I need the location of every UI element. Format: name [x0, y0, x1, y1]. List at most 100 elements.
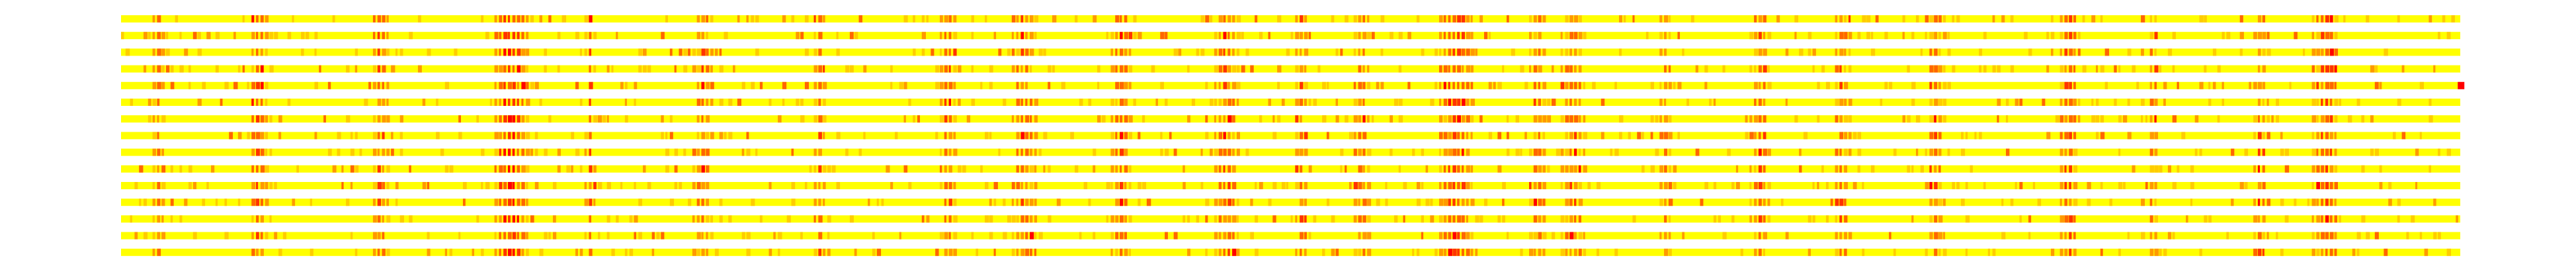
heatmap-cell [1358, 65, 1362, 73]
heatmap-cell [661, 115, 664, 123]
heatmap-cell [1227, 48, 1231, 56]
heatmap-cell [2266, 132, 2270, 140]
heatmap-cell [696, 15, 700, 22]
heatmap-cell [624, 115, 628, 123]
heatmap-cell [1812, 48, 1816, 56]
heatmap-cell [1641, 165, 1645, 173]
heatmap-cell [2208, 215, 2212, 223]
heatmap-cell [2262, 232, 2265, 240]
heatmap-cell [998, 148, 1001, 156]
heatmap-cell [2253, 165, 2257, 173]
heatmap-cell [1155, 99, 1158, 106]
heatmap-cell [2118, 182, 2122, 189]
heatmap-cell [1416, 15, 1420, 22]
heatmap-cell [1574, 81, 1577, 89]
heatmap-cell [669, 199, 675, 206]
heatmap-cell [1034, 182, 1038, 189]
heatmap-cell [2149, 248, 2154, 256]
heatmap-cell [2316, 199, 2319, 206]
heatmap-cell [823, 115, 827, 123]
heatmap-cell [1763, 48, 1767, 56]
heatmap-cell [1925, 248, 1928, 256]
heatmap-cell [391, 148, 394, 156]
heatmap-cell [1115, 32, 1118, 40]
heatmap-cell [1889, 232, 1891, 240]
heatmap-cell [2257, 32, 2263, 40]
heatmap-cell [683, 148, 686, 156]
heatmap-cell [2334, 115, 2338, 123]
heatmap-cell [890, 182, 893, 189]
heatmap-cell [503, 115, 507, 123]
heatmap-cell [1569, 32, 1574, 40]
heatmap-cell [377, 48, 380, 56]
heatmap-cell [1920, 165, 1924, 173]
heatmap-cell [1457, 81, 1460, 89]
heatmap-cell [1668, 32, 1671, 40]
heatmap-cell [2159, 248, 2162, 256]
heatmap-cell [2316, 32, 2321, 40]
heatmap-cell [746, 148, 751, 156]
heatmap-cell [2069, 165, 2073, 173]
heatmap-cell [1610, 148, 1613, 156]
heatmap-cell [1268, 99, 1271, 106]
heatmap-cell [1857, 132, 1862, 140]
heatmap-cell [147, 99, 151, 106]
heatmap-cell [1281, 182, 1286, 189]
heatmap-cell [1911, 81, 1916, 89]
heatmap-cell [1493, 81, 1496, 89]
heatmap-cell [2069, 248, 2072, 256]
heatmap-cell [256, 48, 259, 56]
heatmap-cell [2096, 99, 2099, 106]
heatmap-cell [440, 148, 444, 156]
heatmap-cell [1749, 215, 1752, 223]
heatmap-cell [1839, 48, 1844, 56]
heatmap-cell [1821, 65, 1825, 73]
heatmap-cell [2069, 132, 2072, 140]
heatmap-cell [1461, 148, 1464, 156]
heatmap-cell [984, 15, 987, 22]
heatmap-cell [1438, 65, 1442, 73]
heatmap-cell [2154, 32, 2158, 40]
heatmap-cell [1362, 132, 1367, 140]
heatmap-cell [2266, 115, 2270, 123]
heatmap-cell [2154, 15, 2157, 22]
heatmap-cell [1115, 99, 1118, 106]
heatmap-cell [1110, 232, 1114, 240]
heatmap-cell [1110, 148, 1115, 156]
heatmap-cell [1844, 32, 1848, 40]
heatmap-cell [260, 182, 265, 189]
heatmap-cell [1754, 65, 1757, 73]
heatmap-cell [2321, 165, 2325, 173]
heatmap-cell [1574, 32, 1578, 40]
heatmap-cell [1223, 48, 1226, 56]
heatmap-cell [157, 115, 159, 123]
heatmap-cell [372, 115, 376, 123]
heatmap-cell [1682, 48, 1684, 56]
heatmap-cell [2361, 215, 2366, 223]
heatmap-cell [2059, 215, 2065, 223]
heatmap-cell [2316, 182, 2320, 189]
heatmap-cell [1232, 65, 1237, 73]
heatmap-cell [512, 48, 515, 56]
heatmap-cell [481, 15, 484, 22]
heatmap-cell [2325, 215, 2329, 223]
heatmap-cell [2321, 115, 2325, 123]
heatmap-cell [1048, 81, 1051, 89]
heatmap-cell [1866, 15, 1871, 22]
heatmap-cell [1547, 99, 1551, 106]
heatmap-cell [876, 199, 879, 206]
heatmap-cell [1349, 132, 1354, 140]
heatmap-cell [1380, 81, 1384, 89]
heatmap-cell [584, 199, 589, 206]
heatmap-cell [692, 165, 696, 173]
heatmap-cell [1362, 32, 1367, 40]
heatmap-cell [2415, 182, 2418, 189]
heatmap-cell [1749, 32, 1754, 40]
heatmap-cell [993, 248, 996, 256]
heatmap-cell [260, 115, 265, 123]
heatmap-cell [256, 199, 260, 206]
heatmap-cell [354, 65, 358, 73]
heatmap-cell [382, 99, 386, 106]
heatmap-cell [1353, 15, 1357, 22]
heatmap-cell [2069, 32, 2073, 40]
